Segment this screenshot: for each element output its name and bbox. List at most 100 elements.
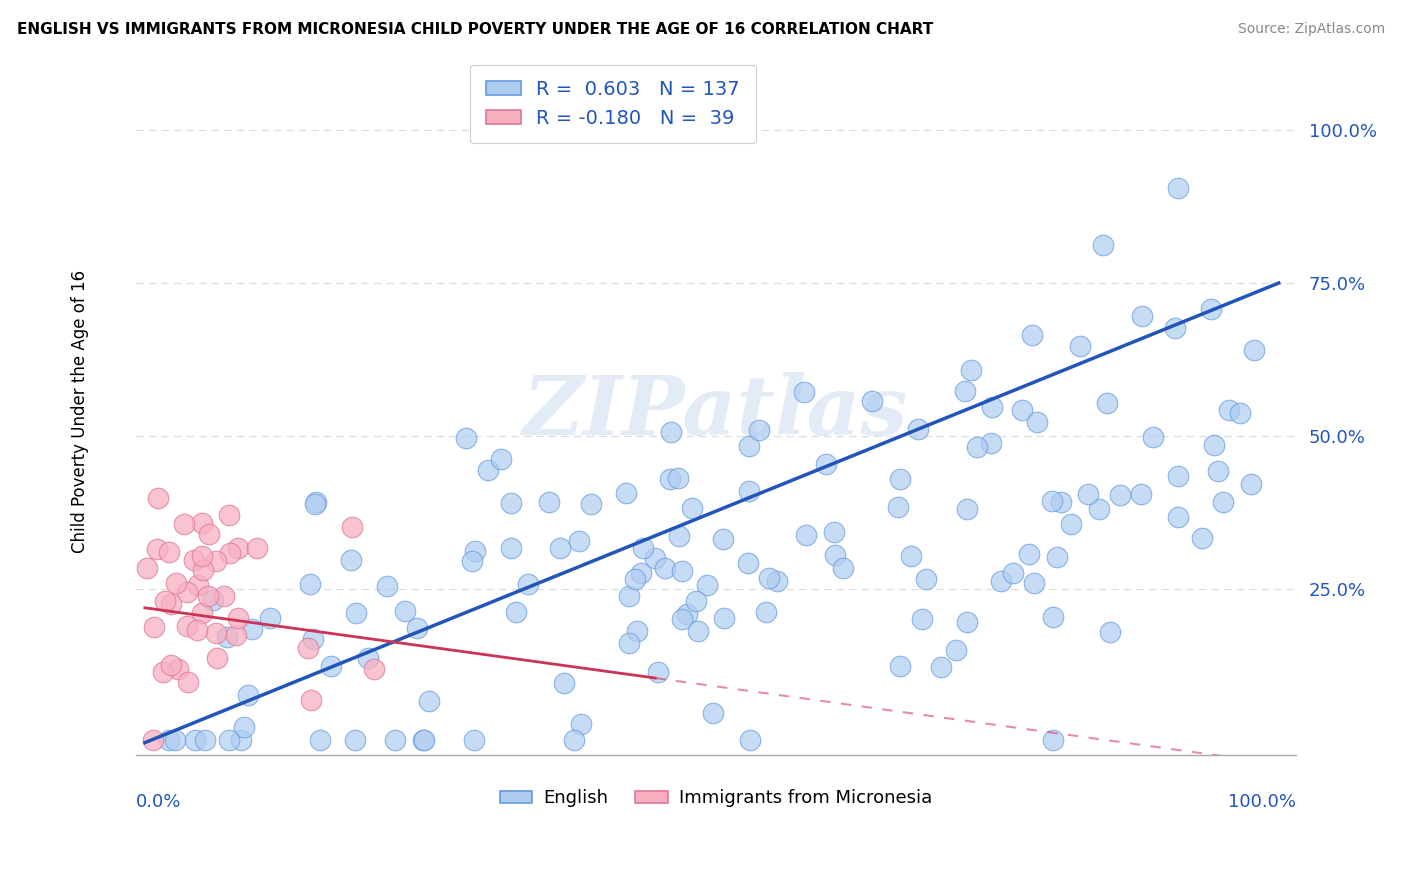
Point — [1108, 488, 1130, 502]
Point — [953, 384, 976, 399]
Point — [1229, 406, 1251, 420]
Point — [298, 577, 321, 591]
Point — [191, 549, 214, 564]
Point — [1202, 438, 1225, 452]
Point — [135, 560, 157, 574]
Point — [702, 706, 724, 720]
Point — [1018, 547, 1040, 561]
Point — [342, 520, 364, 534]
Point — [1046, 550, 1069, 565]
Point — [201, 593, 224, 607]
Point — [157, 732, 180, 747]
Point — [1212, 495, 1234, 509]
Point — [1206, 463, 1229, 477]
Point — [966, 440, 988, 454]
Point — [517, 576, 540, 591]
Point — [157, 545, 180, 559]
Point — [568, 534, 591, 549]
Point — [228, 611, 250, 625]
Point — [165, 576, 187, 591]
Text: Source: ZipAtlas.com: Source: ZipAtlas.com — [1237, 22, 1385, 37]
Point — [666, 471, 689, 485]
Point — [889, 659, 911, 673]
Y-axis label: Child Poverty Under the Age of 16: Child Poverty Under the Age of 16 — [72, 270, 89, 553]
Point — [569, 716, 592, 731]
Point — [461, 554, 484, 568]
Point — [766, 574, 789, 589]
Point — [696, 578, 718, 592]
Point — [889, 472, 911, 486]
Point — [1167, 510, 1189, 524]
Point — [375, 579, 398, 593]
Point — [340, 552, 363, 566]
Point — [990, 574, 1012, 588]
Point — [226, 541, 249, 555]
Point — [160, 657, 183, 672]
Point — [183, 553, 205, 567]
Point — [671, 611, 693, 625]
Point — [945, 642, 967, 657]
Point — [740, 732, 762, 747]
Point — [654, 561, 676, 575]
Point — [177, 675, 200, 690]
Point — [146, 541, 169, 556]
Point — [240, 622, 263, 636]
Point — [1167, 468, 1189, 483]
Point — [1164, 320, 1187, 334]
Point — [686, 624, 709, 638]
Point — [215, 630, 238, 644]
Point — [1099, 625, 1122, 640]
Point — [631, 541, 654, 555]
Point — [713, 611, 735, 625]
Point — [681, 500, 703, 515]
Point — [176, 618, 198, 632]
Point — [900, 549, 922, 563]
Point — [1191, 532, 1213, 546]
Point — [548, 541, 571, 555]
Point — [384, 732, 406, 747]
Point — [454, 431, 477, 445]
Point — [1042, 493, 1064, 508]
Point — [1142, 430, 1164, 444]
Point — [505, 606, 527, 620]
Point — [929, 659, 952, 673]
Point — [1240, 477, 1263, 491]
Point — [297, 640, 319, 655]
Point — [907, 422, 929, 436]
Point — [794, 527, 817, 541]
Point — [198, 527, 221, 541]
Point — [738, 439, 761, 453]
Point — [142, 620, 165, 634]
Point — [617, 636, 640, 650]
Point — [538, 495, 561, 509]
Point — [1199, 301, 1222, 316]
Point — [1042, 610, 1064, 624]
Point — [553, 675, 575, 690]
Point — [956, 502, 979, 516]
Point — [363, 662, 385, 676]
Point — [956, 615, 979, 629]
Point — [499, 496, 522, 510]
Point — [862, 393, 884, 408]
Point — [344, 607, 367, 621]
Point — [152, 665, 174, 679]
Point — [737, 556, 759, 570]
Legend: English, Immigrants from Micronesia: English, Immigrants from Micronesia — [492, 782, 939, 814]
Point — [737, 483, 759, 498]
Point — [980, 436, 1002, 450]
Point — [173, 517, 195, 532]
Point — [1243, 343, 1265, 357]
Point — [218, 508, 240, 522]
Point — [304, 497, 326, 511]
Point — [668, 529, 690, 543]
Point — [405, 621, 427, 635]
Point — [815, 457, 838, 471]
Point — [915, 572, 938, 586]
Point — [1129, 486, 1152, 500]
Point — [146, 491, 169, 505]
Point — [1069, 339, 1091, 353]
Point — [308, 732, 330, 747]
Point — [344, 732, 367, 747]
Point — [394, 604, 416, 618]
Text: 0.0%: 0.0% — [136, 793, 181, 811]
